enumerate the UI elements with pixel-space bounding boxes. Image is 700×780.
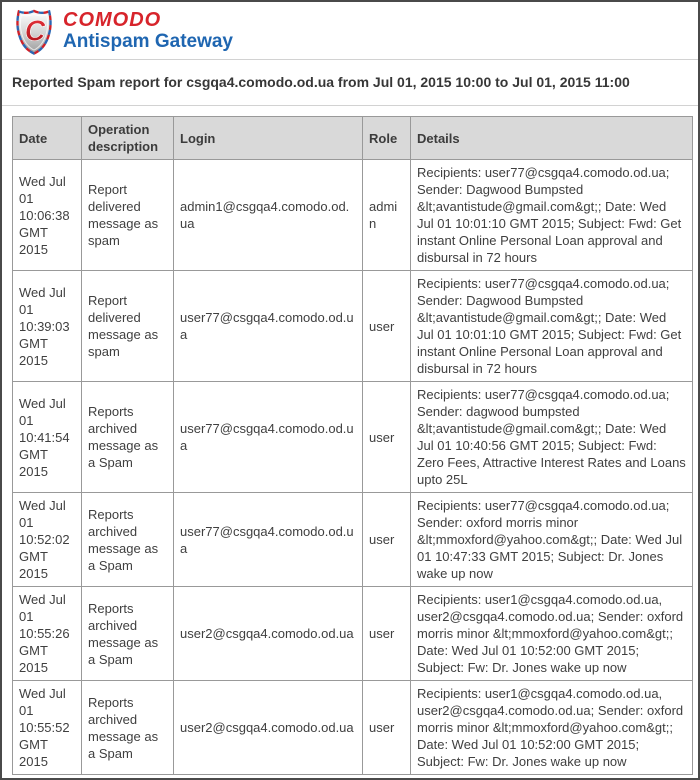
title-divider — [2, 105, 698, 106]
brand-name: COMODO — [63, 9, 162, 32]
table-row: Wed Jul 01 10:52:02 GMT 2015 Reports arc… — [12, 492, 693, 587]
comodo-shield-icon: C — [16, 9, 52, 55]
report-title: Reported Spam report for csgqa4.comodo.o… — [12, 74, 630, 90]
cell-role: user — [362, 381, 411, 493]
spam-report-table: Date Operation description Login Role De… — [12, 116, 693, 775]
cell-role: user — [362, 680, 411, 775]
column-header-date: Date — [12, 116, 82, 160]
cell-details: Recipients: user77@csgqa4.comodo.od.ua; … — [410, 270, 693, 382]
cell-login: admin1@csgqa4.comodo.od.ua — [173, 159, 363, 271]
cell-details: Recipients: user1@csgqa4.comodo.od.ua, u… — [410, 586, 693, 681]
cell-operation: Reports archived message as a Spam — [81, 680, 174, 775]
cell-role: admin — [362, 159, 411, 271]
table-header-row: Date Operation description Login Role De… — [12, 116, 693, 160]
column-header-operation: Operation description — [81, 116, 174, 160]
cell-details: Recipients: user77@csgqa4.comodo.od.ua; … — [410, 159, 693, 271]
header-divider — [2, 59, 698, 60]
cell-login: user2@csgqa4.comodo.od.ua — [173, 680, 363, 775]
table-row: Wed Jul 01 10:55:52 GMT 2015 Reports arc… — [12, 680, 693, 775]
report-table-wrap: Date Operation description Login Role De… — [2, 106, 698, 775]
cell-operation: Report delivered message as spam — [81, 159, 174, 271]
table-row: Wed Jul 01 10:55:26 GMT 2015 Reports arc… — [12, 586, 693, 681]
cell-operation: Reports archived message as a Spam — [81, 586, 174, 681]
cell-details: Recipients: user77@csgqa4.comodo.od.ua; … — [410, 492, 693, 587]
cell-date: Wed Jul 01 10:39:03 GMT 2015 — [12, 270, 82, 382]
cell-date: Wed Jul 01 10:06:38 GMT 2015 — [12, 159, 82, 271]
cell-operation: Reports archived message as a Spam — [81, 492, 174, 587]
cell-role: user — [362, 270, 411, 382]
product-name: Antispam Gateway — [63, 31, 233, 53]
brand-text: COMODO Antispam Gateway — [63, 9, 233, 53]
cell-role: user — [362, 492, 411, 587]
cell-date: Wed Jul 01 10:55:52 GMT 2015 — [12, 680, 82, 775]
cell-login: user77@csgqa4.comodo.od.ua — [173, 492, 363, 587]
column-header-details: Details — [410, 116, 693, 160]
table-row: Wed Jul 01 10:39:03 GMT 2015 Report deli… — [12, 270, 693, 382]
cell-date: Wed Jul 01 10:55:26 GMT 2015 — [12, 586, 82, 681]
column-header-login: Login — [173, 116, 363, 160]
cell-login: user2@csgqa4.comodo.od.ua — [173, 586, 363, 681]
table-row: Wed Jul 01 10:06:38 GMT 2015 Report deli… — [12, 159, 693, 271]
cell-operation: Report delivered message as spam — [81, 270, 174, 382]
cell-role: user — [362, 586, 411, 681]
brand-header: C COMODO Antispam Gateway — [2, 2, 698, 59]
cell-details: Recipients: user1@csgqa4.comodo.od.ua, u… — [410, 680, 693, 775]
cell-details: Recipients: user77@csgqa4.comodo.od.ua; … — [410, 381, 693, 493]
table-row: Wed Jul 01 10:41:54 GMT 2015 Reports arc… — [12, 381, 693, 493]
cell-date: Wed Jul 01 10:41:54 GMT 2015 — [12, 381, 82, 493]
cell-login: user77@csgqa4.comodo.od.ua — [173, 381, 363, 493]
column-header-role: Role — [362, 116, 411, 160]
logo-letter: C — [25, 15, 46, 47]
cell-operation: Reports archived message as a Spam — [81, 381, 174, 493]
cell-login: user77@csgqa4.comodo.od.ua — [173, 270, 363, 382]
cell-date: Wed Jul 01 10:52:02 GMT 2015 — [12, 492, 82, 587]
